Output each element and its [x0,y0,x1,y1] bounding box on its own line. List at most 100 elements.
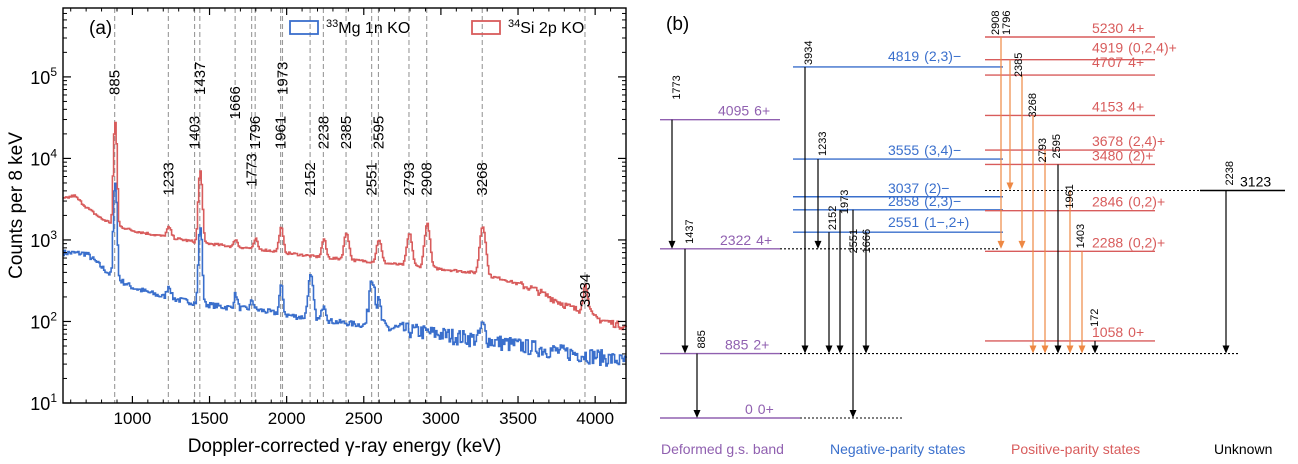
y-tick-exponent: 3 [50,228,57,242]
transition-arrow-head [1078,345,1086,354]
level-spin-parity: 2+ [753,337,769,353]
peak-label: 2908 [419,162,436,195]
peak-label: 1773 [244,153,261,186]
level-spin-parity: (0,2,4)+ [1128,40,1177,56]
plot-frame [62,7,627,404]
legend-text: Si 2p KO [520,20,584,37]
y-axis-label: Counts per 8 keV [6,132,27,279]
level-spin-parity: 4+ [1128,20,1144,36]
peak-label: 1233 [160,162,177,195]
peak-label: 2152 [302,162,319,195]
legend-swatch [289,20,319,35]
x-tick-label: 1500 [191,409,229,428]
x-tick-label: 2000 [268,409,306,428]
legend-mass-number: 34 [508,18,520,30]
level-label: 4707 4+ [1092,54,1144,70]
x-tick-label: 3500 [499,409,537,428]
level-spin-parity: 0+ [1128,324,1144,340]
legend-text: Mg 1n KO [338,20,410,37]
transition-label: 2551 [848,229,860,253]
level-spin-parity: 0+ [758,401,774,417]
level-label: 3123 [1240,173,1271,189]
peak-label: 2595 [370,116,387,149]
transition-label: 2793 [1037,138,1049,162]
level-energy: 2846 [1092,194,1123,210]
peak-label: 1961 [273,116,290,149]
transition-arrow-head [1041,345,1049,354]
level-energy: 0 [745,401,753,417]
level-label: 3037 (2)− [888,180,949,196]
transition-arrow-head [681,345,689,354]
transition-label: 1773 [671,75,683,99]
transition-arrow-head [668,240,676,249]
y-tick-mantissa: 10 [30,394,50,414]
transition-arrow-head [836,345,844,354]
level-label: 4153 4+ [1092,98,1144,114]
transition-label: 1961 [1064,184,1076,208]
transition-label: 1796 [1001,11,1013,35]
transition-arrow-head [1066,345,1074,354]
level-energy: 885 [725,337,749,353]
level-label: 3678 (2,4)+ [1092,133,1165,149]
y-tick-mantissa: 10 [30,149,50,169]
transition-label: 2152 [827,206,839,230]
y-tick-label: 103 [30,228,57,251]
peak-label: 1666 [227,86,244,119]
x-tick-label: 2500 [345,409,383,428]
level-spin-parity: (2,4)+ [1128,133,1165,149]
level-scheme-panel: (b)0 0+885 2+2322 4+4095 6+2551 (1−,2+)2858 (2… [660,11,1285,457]
x-tick-label: 4000 [576,409,614,428]
legend-entry: 34Si 2p KO [508,18,584,37]
level-energy: 4707 [1092,54,1123,70]
level-spin-parity: 4+ [1128,98,1144,114]
level-spin-parity: (0,2)+ [1128,234,1165,250]
level-spin-parity: (1−,2+) [924,214,969,230]
transition-arrow-head [825,345,833,354]
level-label: 1058 0+ [1092,324,1144,340]
level-energy: 3678 [1092,133,1123,149]
y-tick-mantissa: 10 [30,231,50,251]
transition-arrow-head [997,240,1005,249]
transition-arrow-head [1029,345,1037,354]
level-spin-parity: (2,3)− [924,48,961,64]
y-tick-exponent: 4 [50,146,57,160]
level-label: 885 2+ [725,337,769,353]
level-energy: 3123 [1240,173,1271,189]
level-spin-parity: 4+ [1128,54,1144,70]
level-energy: 2551 [888,214,919,230]
level-label: 2322 4+ [720,232,772,248]
transition-label: 1403 [1075,224,1087,248]
level-energy: 3037 [888,180,919,196]
level-energy: 4819 [888,48,919,64]
peak-label: 2238 [315,116,332,149]
level-label: 5230 4+ [1092,20,1144,36]
transition-arrow-head [1006,182,1014,191]
transition-label: 2238 [1224,161,1236,185]
y-tick-exponent: 2 [50,309,57,323]
peak-label: 1403 [187,116,204,149]
transition-label: 3934 [803,40,815,64]
transition-label: 1437 [684,219,696,243]
transition-arrow-head [693,410,701,418]
transition-label: 2385 [1013,53,1025,77]
level-energy: 3555 [888,142,919,158]
peak-label: 1437 [192,62,209,95]
y-tick-exponent: 1 [50,391,57,405]
transition-arrow-head [849,410,857,418]
level-energy: 2288 [1092,234,1123,250]
y-tick-mantissa: 10 [30,68,50,88]
transition-arrow-head [1054,345,1062,354]
transition-label: 2908 [990,11,1002,35]
panel-label-a: (a) [89,18,112,39]
level-energy: 4153 [1092,98,1123,114]
level-spin-parity: (0,2)+ [1128,194,1165,210]
level-energy: 5230 [1092,20,1123,36]
panel-label-b: (b) [666,14,689,35]
level-label: 4919 (0,2,4)+ [1092,40,1177,56]
level-energy: 2858 [888,193,919,209]
transition-label: 1973 [839,190,851,214]
series-line-34si [63,121,627,331]
series-line-33mg [63,182,627,367]
level-label: 3555 (3,4)− [888,142,961,158]
